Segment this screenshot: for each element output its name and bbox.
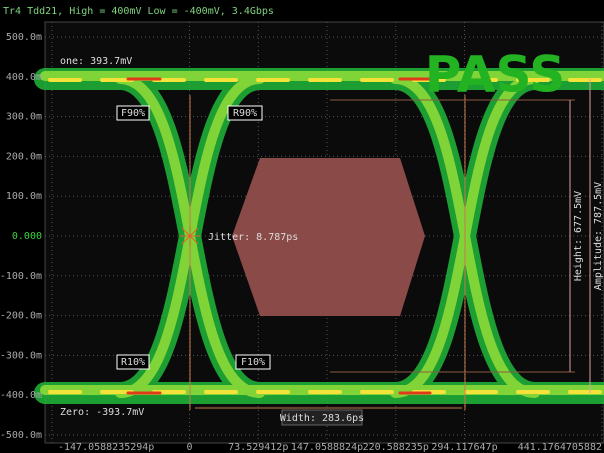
axis-ticks: 500.0m 400.0m 300.0m 200.0m 100.0m 0.000 -100.… — [0, 32, 602, 453]
verdict: PASS — [425, 46, 566, 104]
f90-label: F90% — [121, 108, 145, 119]
amplitude-label: Amplitude: 787.5mV — [593, 182, 604, 290]
y-tick-label: -300.0m — [0, 350, 42, 361]
y-tick-label: 400.0m — [6, 72, 42, 83]
chart-title: Tr4 Tdd21, High = 400mV Low = -400mV, 3.… — [3, 6, 274, 17]
x-tick-label: 0 — [186, 442, 192, 453]
y-tick-label: 300.0m — [6, 112, 42, 123]
y-tick-label: 500.0m — [6, 32, 42, 43]
eye-mask — [232, 158, 425, 316]
f10-box — [235, 354, 271, 370]
one-level-label: one: 393.7mV — [60, 56, 132, 67]
x-tick-label: 147.0588824p — [291, 442, 363, 453]
y-tick-label: 0.000 — [12, 231, 42, 242]
x-tick-label: 73.529412p — [228, 442, 288, 453]
x-tick-label: 294.117647p — [431, 442, 497, 453]
r10-box — [116, 354, 150, 370]
x-tick-label: -147.0588235294p — [58, 442, 154, 453]
x-tick-label: 441.1764705882 — [518, 442, 602, 453]
zero-level-label: Zero: -393.7mV — [60, 407, 144, 418]
width-label: Width: 283.6ps — [280, 413, 364, 424]
y-tick-label: -200.0m — [0, 311, 42, 322]
width-box — [281, 409, 363, 426]
y-tick-label: 100.0m — [6, 191, 42, 202]
r10-label: R10% — [121, 357, 145, 368]
height-label: Height: 677.5mV — [573, 191, 584, 281]
r90-label: R90% — [233, 108, 257, 119]
measure-lines — [180, 79, 591, 410]
y-tick-label: -400.0m — [0, 390, 42, 401]
y-tick-label: -500.0m — [0, 430, 42, 441]
r90-box — [227, 105, 263, 121]
y-tick-label: 200.0m — [6, 151, 42, 162]
jitter-label: Jitter: 8.787ps — [208, 232, 298, 243]
f10-label: F10% — [241, 357, 265, 368]
f90-box — [116, 105, 150, 121]
y-tick-label: -100.0m — [0, 271, 42, 282]
x-tick-label: 220.588235p — [363, 442, 429, 453]
